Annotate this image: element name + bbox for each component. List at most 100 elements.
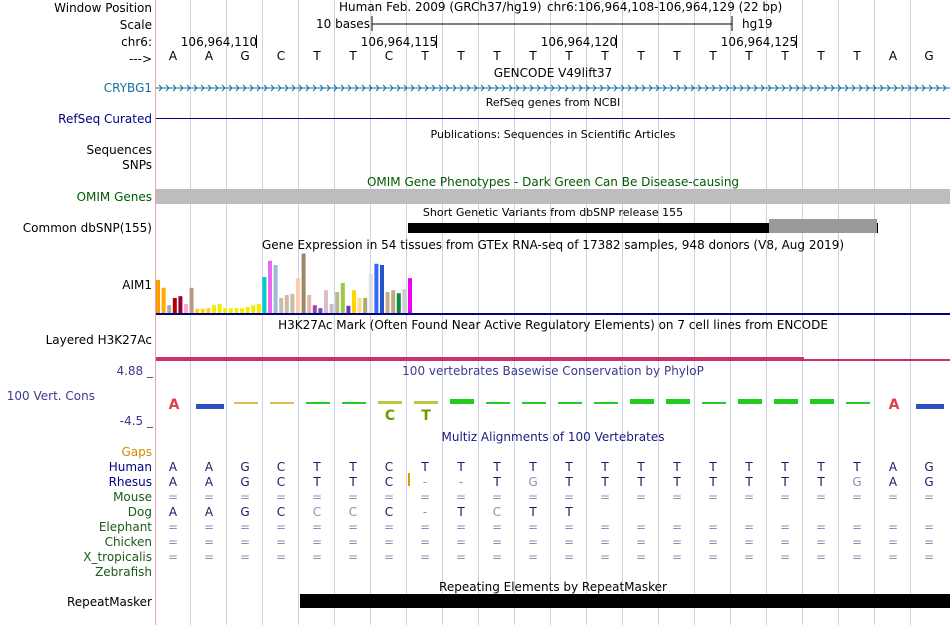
gtex-tissue-bar[interactable] — [234, 308, 239, 313]
gtex-tissue-bar[interactable] — [284, 295, 289, 313]
strand-arrow — [312, 84, 317, 92]
gtex-tissue-bar[interactable] — [340, 283, 345, 313]
species-label[interactable]: Mouse — [113, 490, 152, 504]
gtex-tissue-bar[interactable] — [256, 304, 261, 313]
gtex-tissue-bar[interactable] — [307, 295, 312, 313]
gtex-tissue-bar[interactable] — [318, 308, 323, 313]
gtex-tissue-bar[interactable] — [396, 293, 401, 313]
gtex-tissue-bar[interactable] — [324, 290, 328, 313]
species-label[interactable]: Human — [108, 460, 152, 474]
gtex-tissue-bar[interactable] — [380, 265, 384, 313]
gtex-expression-chart[interactable] — [156, 252, 536, 314]
refseq-gene-line[interactable] — [156, 118, 950, 119]
gtex-tissue-bar[interactable] — [212, 305, 216, 313]
crybg1-gene-model[interactable] — [156, 82, 950, 94]
gtex-tissue-bar[interactable] — [167, 305, 172, 313]
alignment-base: = — [887, 550, 899, 564]
gtex-tissue-bar[interactable] — [189, 287, 194, 313]
base-gridlines — [190, 0, 911, 625]
alignment-base: T — [565, 460, 573, 474]
multiz-gaps-label[interactable]: Gaps — [121, 445, 152, 459]
gtex-tissue-bar[interactable] — [301, 253, 306, 313]
gtex-tissue-bar[interactable] — [262, 277, 267, 313]
alignment-base: = — [563, 520, 575, 534]
gtex-tissue-bar[interactable] — [357, 298, 362, 313]
gencode-gene-label[interactable]: CRYBG1 — [103, 81, 152, 95]
species-label[interactable]: Chicken — [104, 535, 152, 549]
phylop-track-label[interactable]: 100 Vert. Cons — [6, 389, 95, 403]
alignment-base: = — [743, 520, 755, 534]
gtex-tissue-bar[interactable] — [290, 293, 295, 313]
phylop-logo[interactable]: AC TA — [156, 392, 950, 424]
dbsnp-variant-bar[interactable] — [408, 223, 878, 233]
strand-arrow — [410, 84, 415, 92]
gtex-tissue-bar[interactable] — [368, 274, 373, 313]
alignment-base: G — [852, 475, 862, 489]
gtex-tissue-bar[interactable] — [195, 308, 200, 313]
strand-arrow — [585, 84, 590, 92]
gtex-tissue-bar[interactable] — [217, 304, 222, 313]
gtex-tissue-bar[interactable] — [172, 298, 177, 313]
gtex-tissue-bar[interactable] — [374, 263, 379, 313]
gtex-tissue-bar[interactable] — [245, 307, 250, 313]
gtex-tissue-bar[interactable] — [273, 265, 278, 313]
gtex-tissue-bar[interactable] — [296, 278, 300, 313]
sequence-base: A — [204, 49, 214, 63]
gtex-tissue-bar[interactable] — [223, 308, 228, 313]
dbsnp-variant-bar-gray[interactable] — [769, 219, 877, 233]
species-label[interactable]: X_tropicalis — [83, 550, 152, 564]
gtex-tissue-bar[interactable] — [156, 280, 160, 313]
gtex-tissue-bar[interactable] — [161, 287, 166, 313]
gtex-tissue-bar[interactable] — [352, 290, 356, 313]
gtex-tissue-bar[interactable] — [391, 290, 396, 313]
species-label[interactable]: Elephant — [98, 520, 152, 534]
alignment-base: G — [240, 505, 250, 519]
gtex-gene-label[interactable]: AIM1 — [122, 278, 152, 292]
gtex-tissue-bar[interactable] — [240, 308, 244, 313]
gtex-tissue-bar[interactable] — [206, 308, 211, 313]
h3k27ac-signal-tail[interactable] — [804, 359, 950, 361]
alignment-base: = — [455, 520, 467, 534]
publications-sequences-label[interactable]: Sequences — [86, 143, 152, 157]
gtex-tissue-bar[interactable] — [251, 305, 256, 313]
strand-arrow — [578, 84, 583, 92]
omim-feature-bar[interactable] — [156, 189, 950, 204]
gtex-tissue-bar[interactable] — [268, 260, 272, 313]
dbsnp-track-label[interactable]: Common dbSNP(155) — [22, 221, 152, 235]
publications-snps-label[interactable]: SNPs — [122, 158, 152, 172]
strand-arrow — [837, 84, 842, 92]
gtex-tissue-bar[interactable] — [385, 292, 390, 313]
h3k27ac-signal[interactable] — [156, 357, 804, 361]
alignment-base: = — [815, 490, 827, 504]
species-label[interactable]: Rhesus — [108, 475, 152, 489]
gtex-tissue-bar[interactable] — [200, 308, 205, 313]
gtex-tissue-bar[interactable] — [329, 304, 334, 313]
alignment-base: T — [853, 460, 861, 474]
alignment-base: = — [599, 520, 611, 534]
h3k27ac-track-label[interactable]: Layered H3K27Ac — [45, 333, 152, 347]
gtex-tissue-bar[interactable] — [346, 305, 351, 313]
gtex-tissue-bar[interactable] — [312, 305, 317, 313]
refseq-track-label[interactable]: RefSeq Curated — [58, 112, 152, 126]
omim-track-label[interactable]: OMIM Genes — [76, 190, 152, 204]
gtex-tissue-bar[interactable] — [408, 278, 412, 313]
gtex-tissue-bar[interactable] — [363, 298, 368, 313]
strand-arrow — [263, 84, 268, 92]
gtex-tissue-bar[interactable] — [228, 308, 233, 313]
species-label[interactable]: Zebrafish — [95, 565, 152, 579]
gtex-tissue-bar[interactable] — [402, 289, 407, 313]
gtex-tissue-bar[interactable] — [178, 296, 183, 313]
gtex-tissue-bar[interactable] — [279, 298, 284, 313]
species-label[interactable]: Dog — [127, 505, 152, 519]
alignment-base: = — [599, 535, 611, 549]
repeatmasker-element-bar[interactable] — [300, 594, 950, 608]
repeatmasker-track-label[interactable]: RepeatMasker — [66, 595, 152, 609]
scale-label: Scale — [119, 18, 152, 32]
gtex-tissue-bar[interactable] — [184, 304, 188, 313]
strand-arrow — [396, 84, 401, 92]
scale-db-label: hg19 — [742, 17, 773, 31]
alignment-base: G — [240, 475, 250, 489]
alignment-base: C — [384, 475, 394, 489]
gtex-tissue-bar[interactable] — [335, 292, 340, 313]
